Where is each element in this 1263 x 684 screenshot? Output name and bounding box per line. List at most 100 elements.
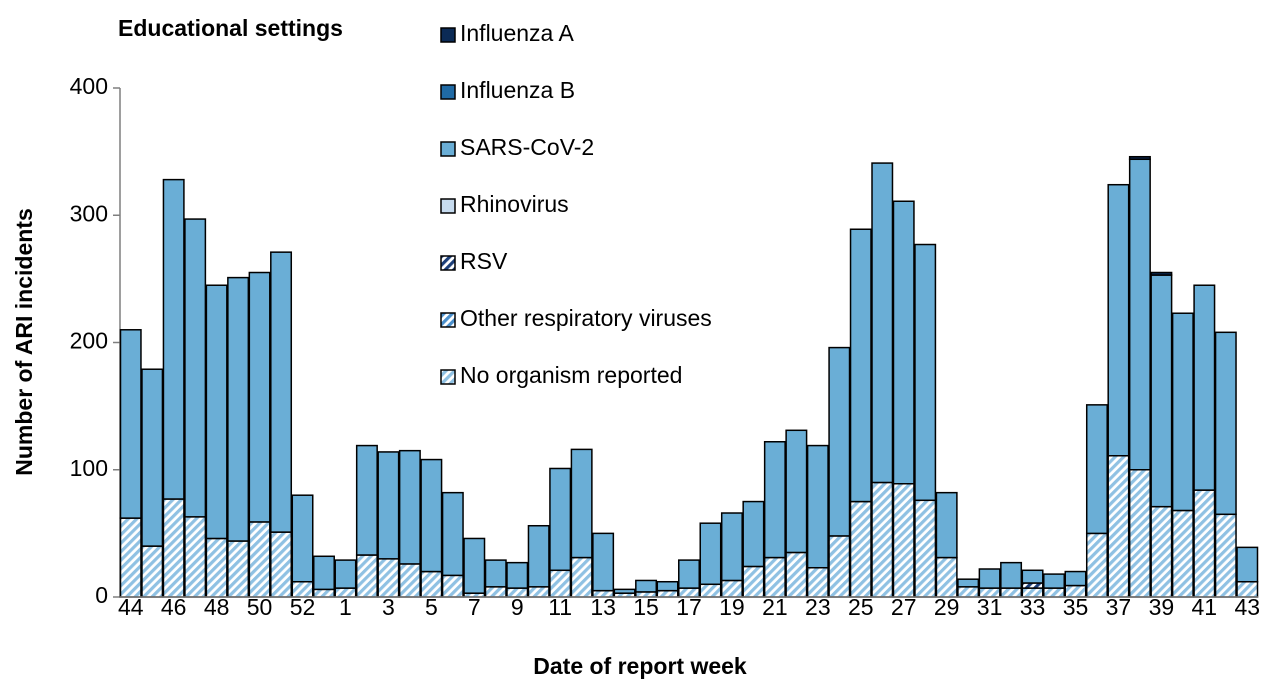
bar-segment [871,481,894,598]
bar-segment [678,559,700,589]
bar-segment [420,458,443,573]
bar-segment [1128,469,1151,598]
bar-segment [785,429,808,554]
bar-segment [398,563,421,598]
bar-segment [1000,561,1023,589]
x-tick-label: 44 [118,594,144,620]
bar-segment [248,271,271,523]
bar-segment [1000,587,1023,598]
bar-segment [549,569,572,598]
bar-segment [355,444,378,556]
legend-swatch [440,27,456,43]
bar-segment [957,586,980,598]
bar-segment [763,556,786,598]
legend-label: Other respiratory viruses [460,305,712,331]
bar-segment [592,532,615,592]
x-tick-label: 33 [1020,594,1046,620]
bar-segment [1043,573,1066,589]
bar-segment [119,517,142,598]
bar-segment [1214,513,1237,598]
x-tick-label: 11 [548,594,572,620]
bar-segment [1150,274,1173,508]
bar-segment [1171,509,1194,598]
bar-segment [506,561,529,589]
legend-label: Rhinovirus [460,191,569,217]
bar-segment [1085,532,1108,598]
bar-segment [763,441,786,559]
y-axis-title: Number of ARI incidents [11,208,37,476]
bar-segment [935,556,958,598]
x-tick-label: 52 [290,594,316,620]
x-tick-label: 25 [848,594,874,620]
bar-segment [828,535,851,598]
x-tick-label: 50 [247,594,273,620]
x-tick-label: 37 [1106,594,1132,620]
bar-segment [227,276,250,542]
x-tick-label: 3 [382,594,395,620]
bar-segment [892,200,915,485]
bar-segment [248,521,271,598]
x-tick-label: 1 [339,594,352,620]
x-tick-label: 48 [204,594,230,620]
bar-segment [699,522,722,586]
bar-segment [441,491,464,577]
bar-segment [141,368,164,547]
bar-segment [699,583,722,598]
x-tick-label: 23 [805,594,831,620]
legend-label: No organism reported [460,362,682,388]
bar-segment [205,284,228,540]
legend-swatch [440,84,456,100]
bar-segment [1064,570,1087,587]
bar-segment [334,559,357,589]
bar-segment [828,346,851,537]
bar-segment [656,580,679,592]
x-tick-label: 35 [1063,594,1089,620]
y-tick-label: 0 [95,582,108,608]
x-tick-label: 27 [891,594,917,620]
bar-segment [1107,455,1130,598]
x-tick-label: 5 [425,594,438,620]
bar-segment [484,559,507,588]
bar-segment [1085,404,1108,535]
x-tick-label: 21 [762,594,788,620]
bar-segment [570,448,593,559]
legend-label: Influenza A [460,20,574,46]
bar-segment [270,531,293,598]
bar-segment [1021,569,1044,584]
legend-swatch [440,198,456,214]
bar-segment [484,586,507,598]
legend-swatch [440,141,456,157]
bar-segment [656,589,679,598]
bar-segment [742,565,765,598]
y-tick-label: 200 [70,328,108,354]
bar-segment [227,540,250,598]
bar-segment [119,329,142,519]
bar-segment [291,494,314,583]
bar-segment [527,524,550,588]
bar-segment [1193,489,1216,598]
x-axis-title: Date of report week [533,653,747,679]
x-tick-label: 43 [1234,594,1260,620]
x-tick-label: 7 [468,594,481,620]
bar-segment [270,251,293,533]
x-tick-label: 17 [676,594,702,620]
chart-title: Educational settings [118,15,343,41]
x-tick-label: 9 [511,594,524,620]
bar-segment [871,162,894,484]
x-tick-label: 29 [934,594,960,620]
bar-segment [1150,271,1173,276]
bar-segment [1021,582,1044,589]
x-tick-label: 15 [633,594,659,620]
bar-segment [935,491,958,559]
bar-segment [785,551,808,598]
x-tick-label: 41 [1192,594,1218,620]
bar-segment [527,586,550,598]
bar-segment [1171,312,1194,512]
x-tick-label: 13 [590,594,616,620]
x-tick-label: 19 [719,594,745,620]
bar-segment [957,578,980,588]
bar-segment [613,588,636,594]
bar-segment [1043,587,1066,598]
